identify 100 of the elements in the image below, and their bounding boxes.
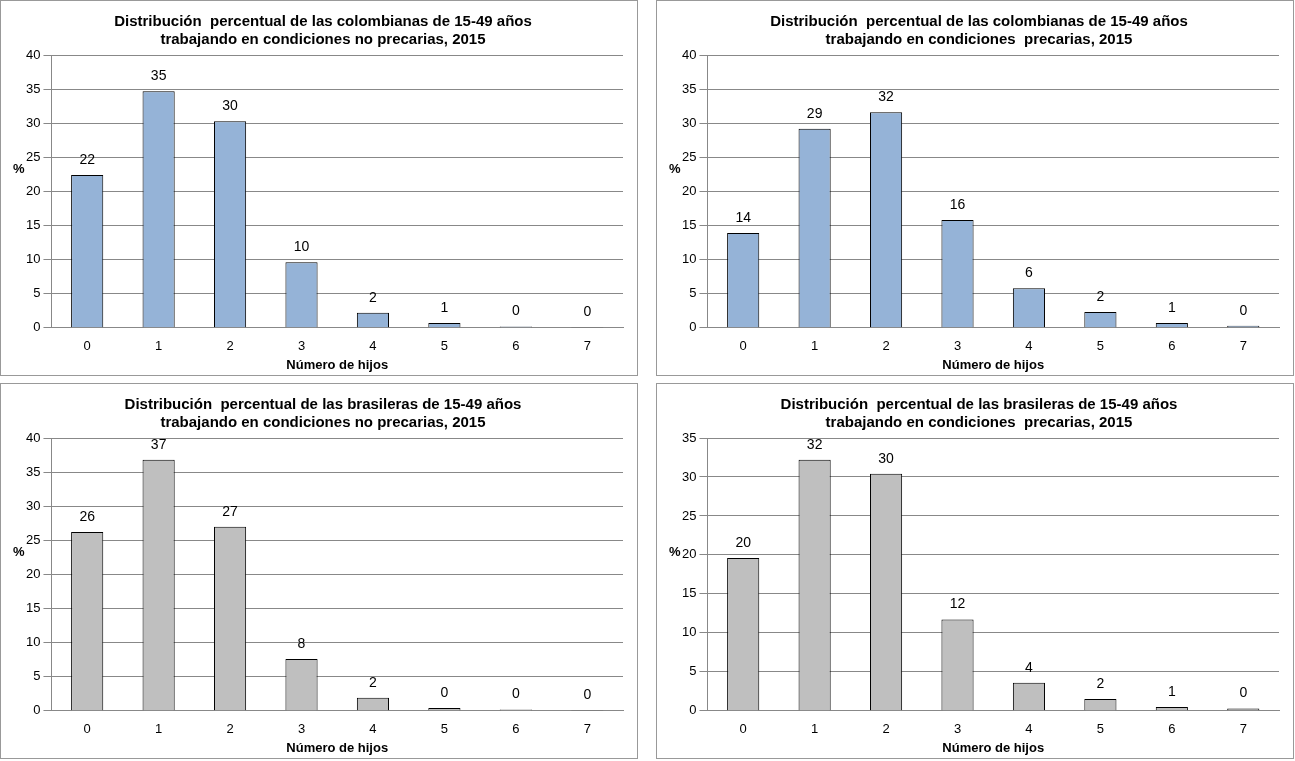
y-tick-label: 25 [681,148,697,164]
x-tick-label: 6 [1168,721,1176,737]
y-tick-label: 30 [681,468,697,484]
x-tick-label: 2 [882,721,890,737]
data-label: 1 [440,298,449,315]
x-tick-label: 2 [226,721,234,737]
x-tick-label: 2 [882,338,890,354]
data-label: 29 [806,104,823,121]
x-tick-label: 3 [297,338,306,354]
data-label: 0 [511,302,520,319]
y-tick-label: 10 [25,251,41,267]
x-axis-title: Número de hijos [286,356,389,372]
data-label: 0 [440,683,449,700]
x-tick-label: 1 [155,338,163,354]
x-tick-label: 7 [1239,338,1247,354]
y-tick-label: 5 [689,285,697,301]
data-label: 2 [1096,674,1105,691]
x-tick-label: 1 [811,721,819,737]
data-label: 4 [1025,658,1034,675]
x-tick-label: 5 [1096,338,1105,354]
data-label: 20 [735,533,752,550]
y-tick-label: 10 [681,624,697,640]
x-tick-label: 1 [811,338,819,354]
x-tick-label: 7 [583,338,591,354]
data-label: 12 [949,595,966,612]
y-tick-label: 25 [25,531,41,547]
data-label: 22 [79,150,96,167]
y-tick-label: 0 [33,702,41,718]
y-tick-label: 15 [681,217,697,233]
y-tick-label: 25 [681,507,697,523]
x-tick-label: 0 [739,338,747,354]
data-label: 0 [1239,301,1248,318]
x-tick-label: 0 [83,721,91,737]
x-tick-label: 3 [953,338,962,354]
y-tick-label: 30 [681,114,697,130]
y-tick-label: 40 [681,46,697,62]
y-tick-label: 20 [681,546,697,562]
data-label: 2 [369,288,378,305]
x-tick-label: 6 [1168,338,1176,354]
data-label: 8 [297,634,306,651]
data-label: 26 [79,507,96,524]
y-tick-label: 20 [25,565,41,581]
x-tick-label: 3 [953,721,962,737]
data-label: 37 [150,435,167,452]
data-label: 30 [878,449,895,466]
x-tick-label: 4 [1025,721,1033,737]
data-label: 6 [1025,264,1034,281]
x-tick-label: 4 [369,338,377,354]
x-tick-label: 3 [297,721,306,737]
x-tick-label: 4 [369,721,377,737]
data-label: 0 [583,685,592,702]
y-tick-label: 10 [25,634,41,650]
y-tick-label: 25 [25,148,41,164]
data-label: 2 [369,673,378,690]
x-tick-label: 4 [1025,338,1033,354]
x-axis-title: Número de hijos [942,356,1045,372]
x-tick-label: 0 [739,721,747,737]
y-tick-label: 35 [681,80,697,96]
data-label: 27 [222,502,239,519]
x-tick-label: 7 [583,721,591,737]
x-axis-title: Número de hijos [942,739,1045,755]
y-tick-label: 15 [681,585,697,601]
data-label: 30 [222,97,239,114]
data-label: 1 [1167,298,1176,315]
data-label: 0 [511,685,520,702]
y-tick-label: 15 [25,600,41,616]
data-label: 35 [150,67,167,84]
x-tick-label: 1 [155,721,163,737]
y-tick-label: 5 [33,668,41,684]
x-tick-label: 5 [440,338,449,354]
y-axis-title: % [669,544,681,559]
y-tick-label: 40 [25,46,41,62]
y-axis-title: % [669,161,681,176]
chart-title: Distribución percentual de las brasileras de 15-49 años trabajando en condiciones precarias, 2015 [780,395,1178,431]
y-tick-label: 30 [25,114,41,130]
y-axis-title: % [13,544,25,559]
x-tick-label: 6 [512,721,520,737]
y-tick-label: 5 [33,285,41,301]
y-tick-label: 30 [25,497,41,513]
data-label: 1 [1167,682,1176,699]
x-tick-label: 5 [1096,721,1105,737]
x-tick-label: 0 [83,338,91,354]
y-tick-label: 35 [25,463,41,479]
y-tick-label: 15 [25,217,41,233]
y-tick-label: 35 [681,429,697,445]
chart-title: Distribución percentual de las colombianas de 15-49 años trabajando en condiciones precarias, 2015 [770,12,1188,48]
y-tick-label: 5 [689,663,697,679]
x-tick-label: 2 [226,338,234,354]
chart-title: Distribución percentual de las brasileras de 15-49 años trabajando en condiciones no precarias, 2015 [124,395,522,431]
y-tick-label: 0 [33,319,41,335]
x-tick-label: 6 [512,338,520,354]
data-label: 0 [583,302,592,319]
data-label: 32 [878,88,895,105]
y-tick-label: 10 [681,251,697,267]
x-tick-label: 5 [440,721,449,737]
chart-title: Distribución percentual de las colombianas de 15-49 años trabajando en condiciones no precarias, 2015 [114,12,532,48]
y-tick-label: 0 [689,319,697,335]
data-label: 2 [1096,287,1105,304]
y-axis-title: % [13,161,25,176]
data-label: 32 [806,435,823,452]
